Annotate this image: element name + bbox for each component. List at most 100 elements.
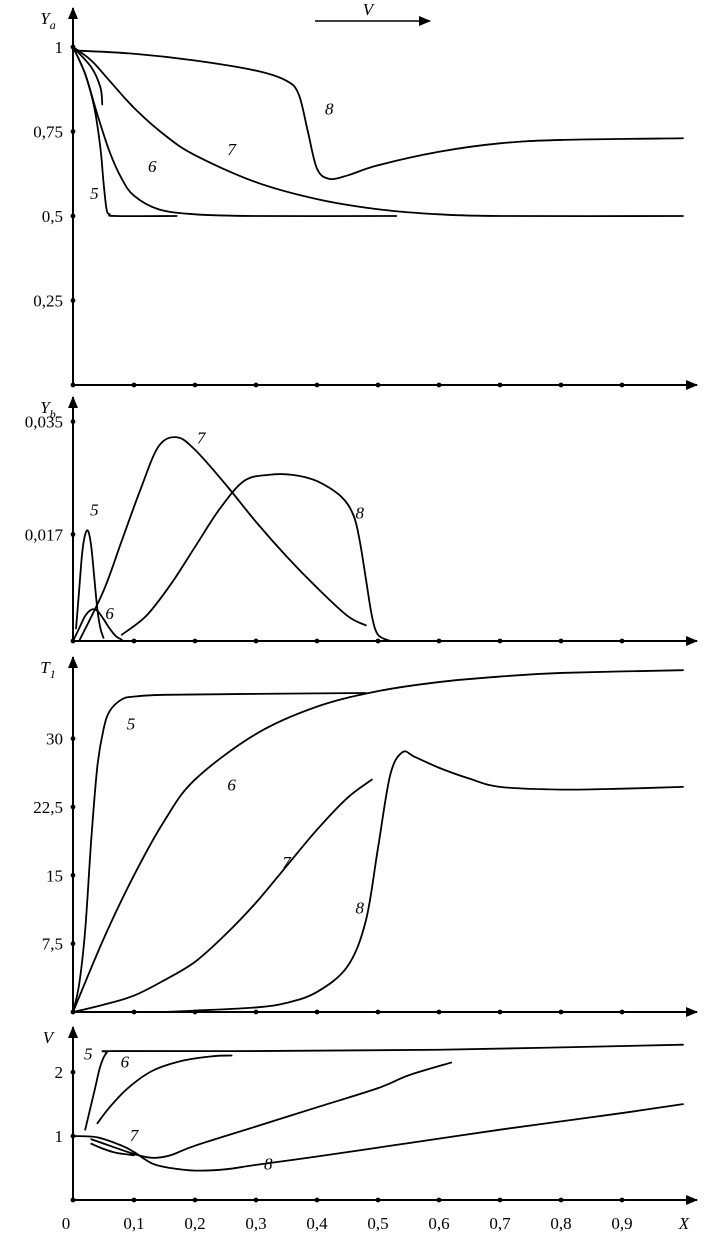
curve-label-5: 5 [84,1044,93,1063]
series-7-line [90,1061,453,1159]
y-axis-label: V [43,1028,56,1047]
x-tick-mark [192,638,198,644]
x-tick-mark [253,1009,259,1015]
x-tick-mark [619,1197,625,1203]
curve-label-5: 5 [127,714,136,733]
curve-label-6: 6 [227,776,236,795]
series-8-line [72,1103,684,1172]
x-tick-mark [131,1197,137,1203]
series-6-line [72,669,684,1013]
curve-label-7: 7 [197,428,207,447]
x-tick-mark [314,1197,320,1203]
series-6-line [72,46,398,218]
x-tick-mark [375,638,381,644]
x-tick-label: 0,7 [489,1214,511,1233]
y-tick-mark [70,872,76,878]
y-tick-mark [70,1069,76,1075]
x-tick-label: 0,2 [184,1214,205,1233]
x-tick-mark [375,1197,381,1203]
series-7-line [72,778,373,1013]
curve-label-7: 7 [282,853,292,872]
x-tick-mark [558,638,564,644]
x-tick-mark [619,382,625,388]
curve-label-6: 6 [121,1053,130,1072]
auxiliary-curve [72,46,104,106]
x-tick-mark [619,1009,625,1015]
y-tick-mark [70,941,76,947]
x-tick-label: 0,9 [611,1214,632,1233]
y-tick-label: 0,017 [25,525,64,544]
y-tick-label: 2 [55,1063,64,1082]
y-tick-label: 15 [46,866,63,885]
y-axis-label: Yb [40,398,55,421]
x-tick-label: 0,1 [123,1214,144,1233]
series-6-line [96,1054,233,1125]
x-tick-mark [436,1197,442,1203]
x-tick-label: 0,8 [550,1214,571,1233]
y-tick-label: 0,25 [33,292,63,311]
x-tick-mark [375,1009,381,1015]
x-tick-mark [558,382,564,388]
x-tick-label: 0,3 [245,1214,266,1233]
x-tick-label: 0,5 [367,1214,388,1233]
curve-label-7: 7 [130,1126,140,1145]
x-tick-label: 0 [62,1214,71,1233]
curve-label-8: 8 [325,100,334,119]
x-tick-mark [558,1197,564,1203]
x-tick-mark [497,1197,503,1203]
y-tick-mark [70,129,76,134]
x-tick-mark [436,638,442,644]
curve-label-5: 5 [90,501,99,520]
panel-3: 30 22,5 15 7,5 T1 5 6 7 8 [33,656,698,1017]
y-tick-label: 0,035 [25,413,63,432]
curve-label-8: 8 [355,899,364,918]
x-tick-mark [375,382,381,388]
y-tick-label: 1 [55,1127,64,1146]
x-tick-label: 0,6 [428,1214,449,1233]
x-tick-mark [253,1197,259,1203]
y-tick-mark [70,804,76,810]
curve-label-5: 5 [90,184,99,203]
y-tick-label: 1 [55,38,64,57]
curve-label-8: 8 [355,504,364,523]
curve-label-6: 6 [148,157,157,176]
x-tick-mark [70,1197,76,1203]
series-5-line [75,529,105,639]
y-tick-label: 30 [46,730,63,749]
curve-label-6: 6 [105,604,114,623]
panel-1: 1 0,75 0,5 0,25 Ya V 5 6 7 8 [33,0,698,390]
series-8-line [163,750,684,1013]
flow-direction-label: V [363,0,376,19]
series-7-line [78,436,367,642]
series-6-line [72,608,123,642]
series-8-line [72,49,684,180]
series-5-line [72,692,367,1013]
y-axis-label: Ya [40,9,55,32]
curve-label-7: 7 [227,140,237,159]
x-tick-mark [558,1009,564,1015]
y-tick-mark [70,298,76,303]
x-tick-mark [497,638,503,644]
y-tick-mark [70,213,76,219]
y-tick-mark [70,532,76,537]
x-tick-mark [436,1009,442,1015]
x-tick-mark [253,382,259,388]
x-tick-mark [192,1197,198,1203]
panel-4: 2 1 V 0 0,1 0,2 0,3 0,4 0,5 0,6 0,7 0,8 0,9 X 5 6 7 8 [43,1026,698,1233]
x-tick-mark [314,382,320,388]
x-tick-mark [619,638,625,644]
x-tick-mark [70,382,76,388]
y-tick-mark [70,736,76,741]
x-tick-label: 0,4 [306,1214,328,1233]
y-tick-label: 0,75 [33,123,63,142]
curve-label-8: 8 [264,1154,273,1173]
series-8-line [120,473,392,642]
y-tick-label: 0,5 [42,207,63,226]
x-tick-mark [131,382,137,388]
x-tick-mark [497,1009,503,1015]
x-tick-mark [253,638,259,644]
series-5-line [84,1043,684,1131]
y-tick-label: 22,5 [33,798,63,817]
x-tick-mark [436,382,442,388]
